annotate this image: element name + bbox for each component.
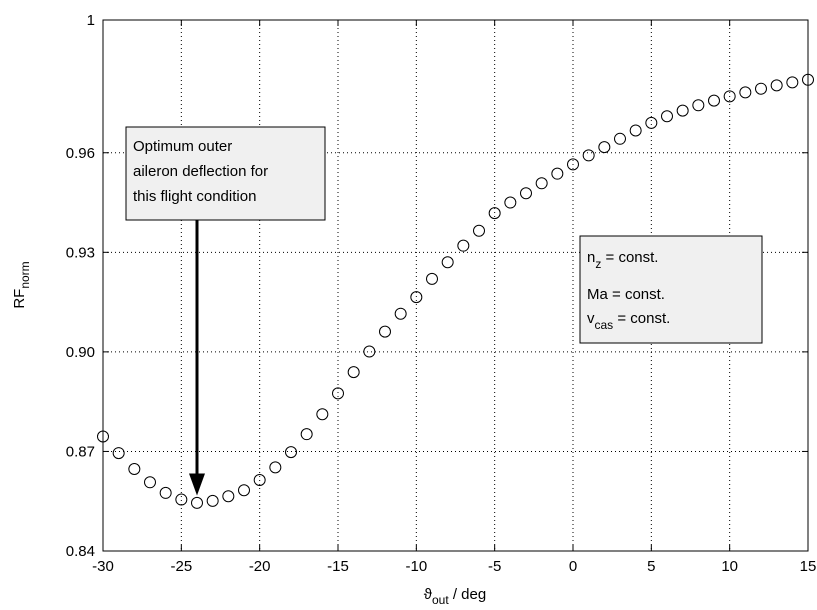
x-tick-label: -25	[170, 558, 192, 575]
y-tick-label: 1	[87, 12, 95, 29]
data-point	[520, 187, 532, 200]
optimum-annotation-line-1: Optimum outer	[133, 138, 232, 155]
data-point	[598, 141, 611, 154]
data-point	[473, 224, 485, 237]
optimum-arrow-head	[189, 473, 205, 496]
data-point	[739, 86, 752, 99]
y-tick-label: 0.90	[66, 344, 95, 361]
optimum-annotation-line-2: aileron deflection for	[133, 163, 268, 180]
data-point	[661, 110, 673, 123]
data-point	[567, 158, 579, 171]
x-tick-label: 15	[800, 558, 817, 575]
data-point	[128, 463, 141, 476]
y-tick-label: 0.84	[66, 543, 95, 560]
data-point	[238, 484, 250, 497]
data-point	[488, 207, 501, 220]
data-point	[191, 496, 203, 509]
data-point	[269, 461, 282, 474]
data-point	[755, 82, 767, 95]
data-point	[253, 473, 266, 486]
x-tick-label: -15	[327, 558, 349, 575]
optimum-annotation-box	[125, 126, 326, 221]
x-tick-label: -10	[405, 558, 427, 575]
x-tick-label: 10	[721, 558, 738, 575]
data-point	[676, 104, 689, 117]
conditions-annotation: nz = const. Ma = const. vcas = const.	[579, 235, 763, 344]
data-point	[708, 94, 720, 107]
data-point	[379, 325, 391, 338]
x-tick-label: 5	[647, 558, 655, 575]
data-point	[112, 447, 125, 460]
data-point	[770, 79, 783, 92]
plot-frame	[102, 19, 809, 552]
x-tick-label: -5	[488, 558, 501, 575]
data-point	[629, 124, 642, 137]
data-point	[723, 90, 736, 103]
conditions-annotation-box	[579, 235, 763, 344]
data-point	[363, 345, 376, 358]
data-point	[144, 476, 156, 489]
condition-vcas: vcas = const.	[587, 310, 670, 332]
x-tick-label: 0	[569, 558, 577, 575]
y-tick-label: 0.87	[66, 443, 95, 460]
data-point	[394, 307, 407, 320]
data-point	[441, 256, 454, 269]
x-axis-ticks: -30 -25 -20 -15 -10 -5 0 5 10 15	[92, 20, 816, 575]
x-axis-label: ϑout / deg	[424, 586, 486, 607]
x-tick-label: -30	[92, 558, 114, 575]
grid-lines	[103, 20, 808, 551]
data-point	[426, 272, 438, 285]
condition-ma: Ma = const.	[587, 286, 665, 303]
data-point	[535, 177, 548, 190]
data-point	[332, 387, 344, 400]
data-point	[692, 99, 705, 112]
data-point	[410, 291, 423, 304]
data-point	[159, 486, 172, 499]
data-point	[175, 493, 188, 506]
data-point	[347, 366, 360, 379]
data-point	[222, 490, 235, 503]
optimum-annotation-line-3: this flight condition	[133, 188, 256, 205]
data-point	[582, 149, 595, 162]
data-point	[504, 196, 517, 209]
y-tick-label: 0.93	[66, 244, 95, 261]
data-point	[300, 428, 313, 441]
optimum-annotation: Optimum outer aileron deflection for thi…	[125, 126, 326, 496]
data-point	[206, 494, 219, 507]
data-point	[551, 167, 564, 180]
data-point	[786, 76, 799, 89]
y-axis-label: RFnorm	[11, 261, 32, 308]
data-point	[614, 132, 626, 145]
condition-nz: nz = const.	[587, 249, 658, 271]
data-point	[316, 408, 329, 421]
x-tick-label: -20	[249, 558, 271, 575]
data-point	[457, 239, 470, 252]
data-point	[645, 116, 658, 129]
y-tick-label: 0.96	[66, 145, 95, 162]
data-point	[285, 446, 297, 459]
